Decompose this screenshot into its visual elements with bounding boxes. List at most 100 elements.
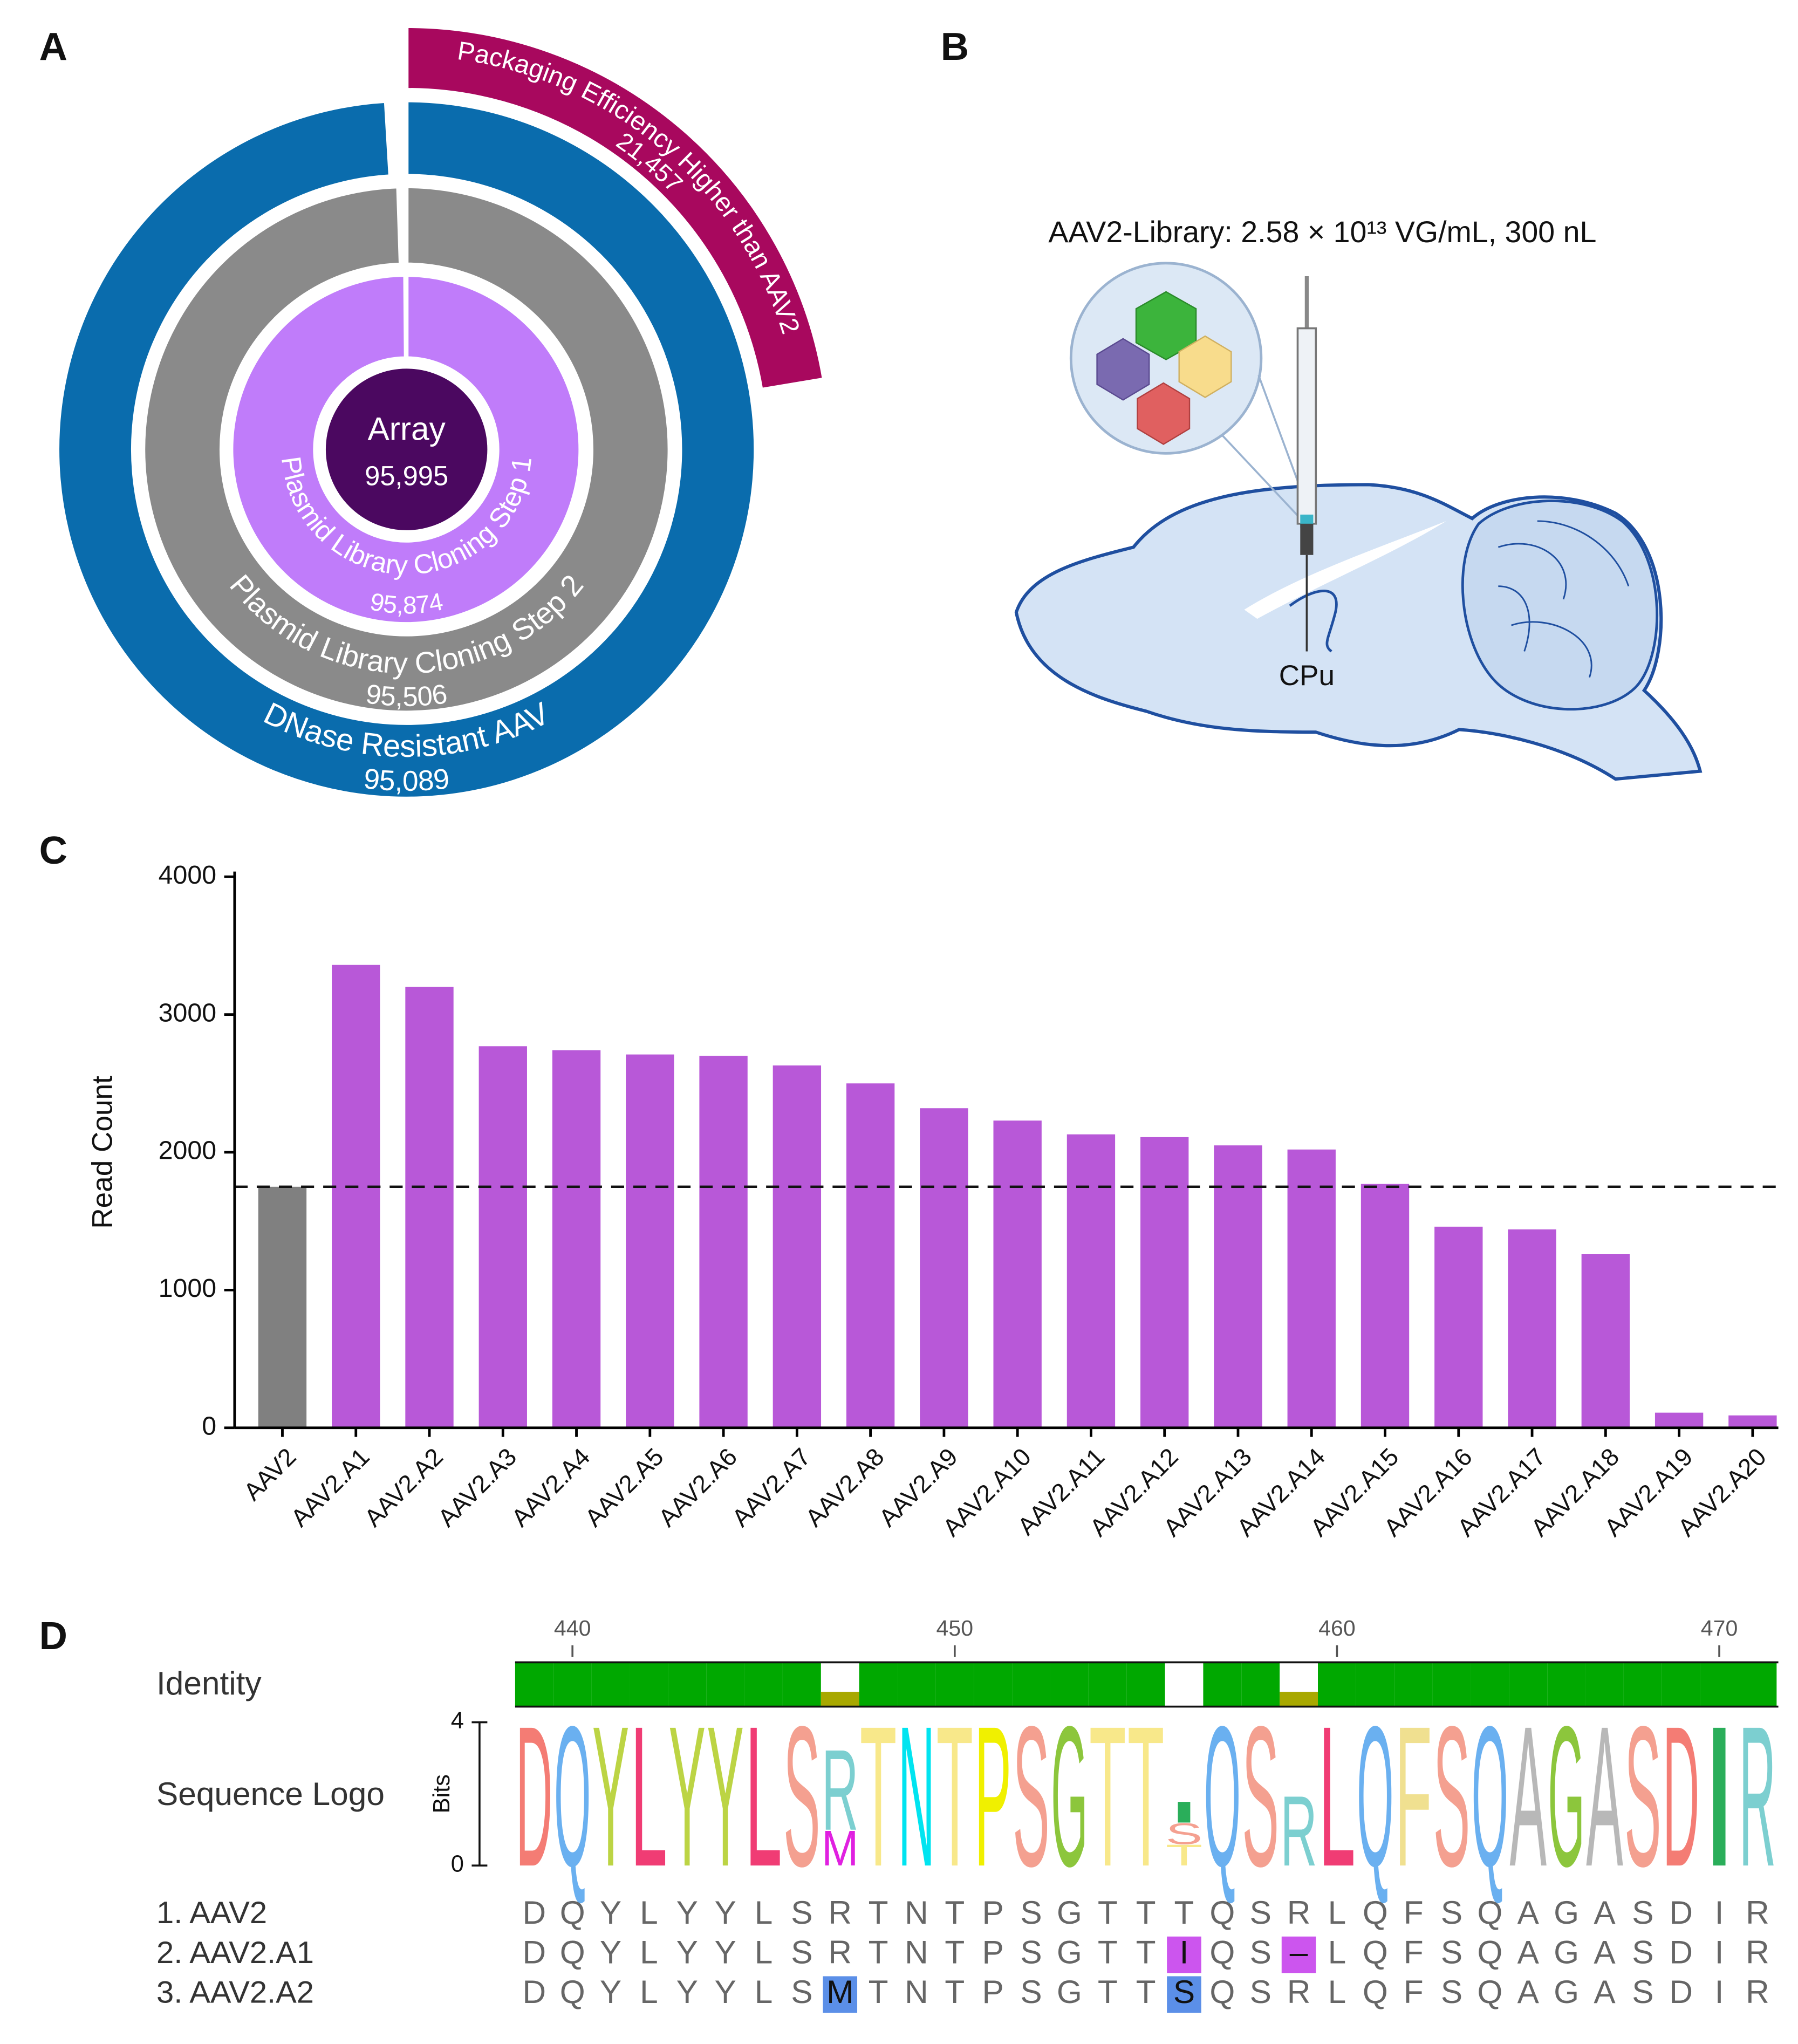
identity-bar [1050, 1662, 1089, 1707]
residue: L [755, 1973, 773, 2010]
bar [258, 1186, 307, 1428]
logo-letter: T [936, 1684, 973, 1908]
residue: N [905, 1934, 928, 1971]
bar [1067, 1134, 1116, 1428]
residue: Q [1209, 1934, 1235, 1971]
residue: S [1441, 1934, 1462, 1971]
x-tick-label: AAV2.A5 [579, 1443, 669, 1532]
residue: S [1441, 1894, 1462, 1931]
bar [699, 1056, 748, 1428]
logo-axis-label: Bits [429, 1774, 455, 1813]
logo-letter: L [745, 1684, 782, 1908]
logo-letter: L [1318, 1684, 1355, 1908]
logo-letter: Q [554, 1684, 591, 1908]
ring-value: 95,506 [364, 678, 449, 712]
residue: S [1632, 1934, 1653, 1971]
cerebellum-folds [1498, 520, 1630, 678]
logo-letter: T [1166, 1838, 1202, 1872]
residue: R [1746, 1973, 1769, 2010]
identity-bar [1356, 1662, 1394, 1707]
residue: Q [1477, 1934, 1502, 1971]
ring-value: 95,995 [365, 461, 448, 491]
residue: A [1517, 1973, 1540, 2010]
logo-letter: A [1510, 1684, 1547, 1908]
identity-bar [1432, 1662, 1471, 1707]
bar [993, 1120, 1042, 1428]
residue: S [1250, 1894, 1271, 1931]
residue: Q [560, 1973, 585, 2010]
residue: G [1057, 1934, 1082, 1971]
bar [1508, 1229, 1556, 1428]
residue: T [945, 1894, 965, 1931]
y-tick-label: 4000 [159, 860, 216, 890]
residue: T [1174, 1894, 1194, 1931]
logo-letter: S [783, 1684, 820, 1908]
identity-bar [1126, 1662, 1165, 1707]
identity-bar [1088, 1662, 1127, 1707]
logo-letter: R [1739, 1684, 1776, 1908]
identity-bar [515, 1662, 553, 1707]
residue: P [982, 1973, 1004, 2010]
residue: T [1136, 1973, 1156, 2010]
logo-letter: T [1127, 1684, 1164, 1908]
residue: T [1098, 1973, 1118, 2010]
sequence-name: 1. AAV2 [156, 1896, 267, 1930]
residue: T [1098, 1934, 1118, 1971]
residue: P [982, 1934, 1004, 1971]
residue-highlight [1281, 1936, 1316, 1973]
residue: R [1287, 1973, 1311, 2010]
ring-label: Array [368, 410, 446, 447]
residue: L [755, 1934, 773, 1971]
residue: Q [1363, 1973, 1388, 2010]
residue: S [791, 1934, 812, 1971]
ring-value: 95,874 [368, 587, 445, 619]
residue-highlight [1167, 1976, 1201, 2013]
residue: S [1020, 1973, 1042, 2010]
residue: Y [715, 1894, 736, 1931]
y-tick-label: 3000 [159, 998, 216, 1027]
residue: G [1554, 1973, 1579, 2010]
logo-letter: P [974, 1684, 1011, 1908]
identity-bar [1203, 1662, 1242, 1707]
residue: F [1404, 1973, 1424, 2010]
residue: A [1594, 1894, 1616, 1931]
residue: T [1098, 1894, 1118, 1931]
panel-label: B [941, 25, 969, 69]
capsid [1137, 382, 1191, 445]
logo-letter: G [1548, 1684, 1584, 1908]
logo-letter: D [1663, 1684, 1699, 1908]
ring-value: 95,874 [368, 587, 445, 619]
bar [552, 1050, 601, 1428]
residue: R [1746, 1934, 1769, 1971]
residue: I [1180, 1934, 1189, 1971]
x-tick-label: AAV2.A7 [726, 1443, 816, 1532]
residue: F [1404, 1894, 1424, 1931]
identity-bar [1662, 1662, 1700, 1707]
logo-letter: D [516, 1684, 552, 1908]
residue: L [640, 1973, 658, 2010]
residue: L [640, 1894, 658, 1931]
logo-letter: T [1089, 1684, 1126, 1908]
identity-bar [1585, 1662, 1624, 1707]
zoom-line [1221, 434, 1304, 522]
residue: Q [1477, 1894, 1502, 1931]
residue: Q [1363, 1934, 1388, 1971]
residue: I [1715, 1934, 1724, 1971]
residue: G [1554, 1934, 1579, 1971]
logo-letter: I [1701, 1684, 1738, 1908]
x-tick-label: AAV2.A1 [285, 1443, 375, 1532]
residue: Y [600, 1934, 621, 1971]
residue: T [945, 1973, 965, 2010]
ring-segment [141, 184, 672, 715]
residue: Y [715, 1973, 736, 2010]
identity-bar [744, 1662, 783, 1707]
logo-letter: Q [1204, 1684, 1241, 1908]
residue: Q [1477, 1973, 1502, 2010]
identity-bar [591, 1662, 630, 1707]
residue: S [1020, 1934, 1042, 1971]
identity-bar [668, 1662, 707, 1707]
logo-letter: A [1586, 1684, 1623, 1908]
panel-label: C [39, 829, 67, 872]
logo-letter: G [1051, 1684, 1088, 1908]
